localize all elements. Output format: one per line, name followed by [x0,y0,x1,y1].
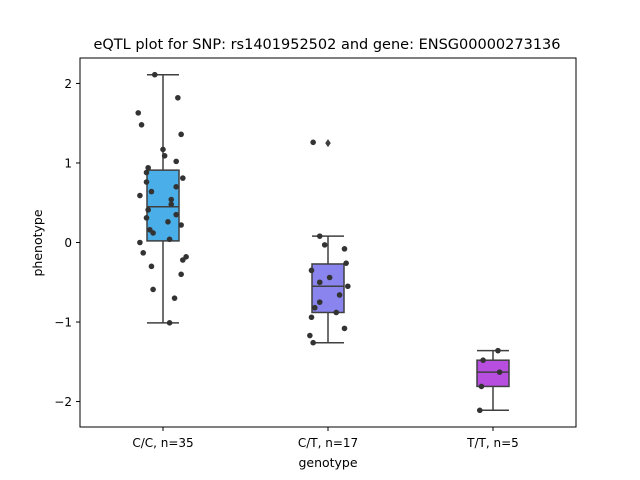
data-point [310,139,316,146]
data-point [173,158,179,165]
data-point [316,279,323,286]
data-point [178,271,184,278]
data-point [161,153,168,159]
data-point [150,286,156,293]
data-point [145,207,151,213]
data-point [316,233,323,239]
data-point [333,309,340,316]
data-point [178,222,184,228]
data-point [180,175,186,181]
data-point [343,260,349,266]
y-tick-label: −1 [54,316,72,330]
data-point [336,292,343,298]
data-point [478,383,485,390]
data-point [495,347,501,354]
data-point [166,236,173,243]
data-point [137,239,143,246]
data-point [307,332,313,339]
y-tick-label: 0 [64,236,72,250]
data-point [496,369,503,375]
box-series [146,73,510,412]
data-point [143,215,150,221]
data-point [175,94,181,101]
data-point [480,357,486,363]
data-point [341,325,348,332]
data-point [178,131,184,138]
y-tick-label: 2 [64,77,72,91]
data-point [173,211,179,218]
outlier-marker [325,139,331,148]
y-tick-label: −2 [54,395,72,409]
data-point [477,407,483,414]
strip-points [135,71,503,414]
data-point [140,250,146,256]
data-point [160,146,166,153]
data-point [312,304,318,311]
data-point [171,295,178,301]
y-axis-label: phenotype [30,209,45,276]
data-point [168,196,175,203]
box-group [146,73,180,324]
data-point [341,246,348,252]
data-point [138,122,145,128]
chart-title: eQTL plot for SNP: rs1401952502 and gene… [93,37,560,53]
x-tick-label: C/T, n=17 [298,436,358,450]
x-axis: C/C, n=35 C/T, n=17 T/T, n=5 [132,427,519,450]
x-tick-label: C/C, n=35 [132,436,193,450]
data-point [316,299,323,305]
x-tick-label: T/T, n=5 [466,436,519,450]
box-group [311,139,345,344]
data-point [166,320,173,326]
data-point [148,263,155,270]
data-point [321,242,328,248]
y-tick-label: 1 [64,156,72,170]
x-axis-label: genotype [298,455,357,470]
y-axis: 2 1 0 −1 −2 [54,77,80,409]
data-point [135,110,142,116]
box-group [476,349,510,412]
data-point [308,267,315,274]
data-point [308,314,315,321]
data-point [180,257,186,263]
data-point [137,192,143,199]
data-point [345,283,351,290]
data-point [143,179,150,185]
data-point [150,230,156,236]
data-point [165,219,171,225]
data-point [148,188,155,195]
data-point [326,274,333,281]
data-point [151,71,158,78]
data-point [173,184,179,190]
box-body [476,359,510,388]
data-point [145,164,151,171]
data-point [143,169,150,176]
box-body [311,263,345,314]
data-point [310,339,316,346]
data-point [168,201,175,208]
